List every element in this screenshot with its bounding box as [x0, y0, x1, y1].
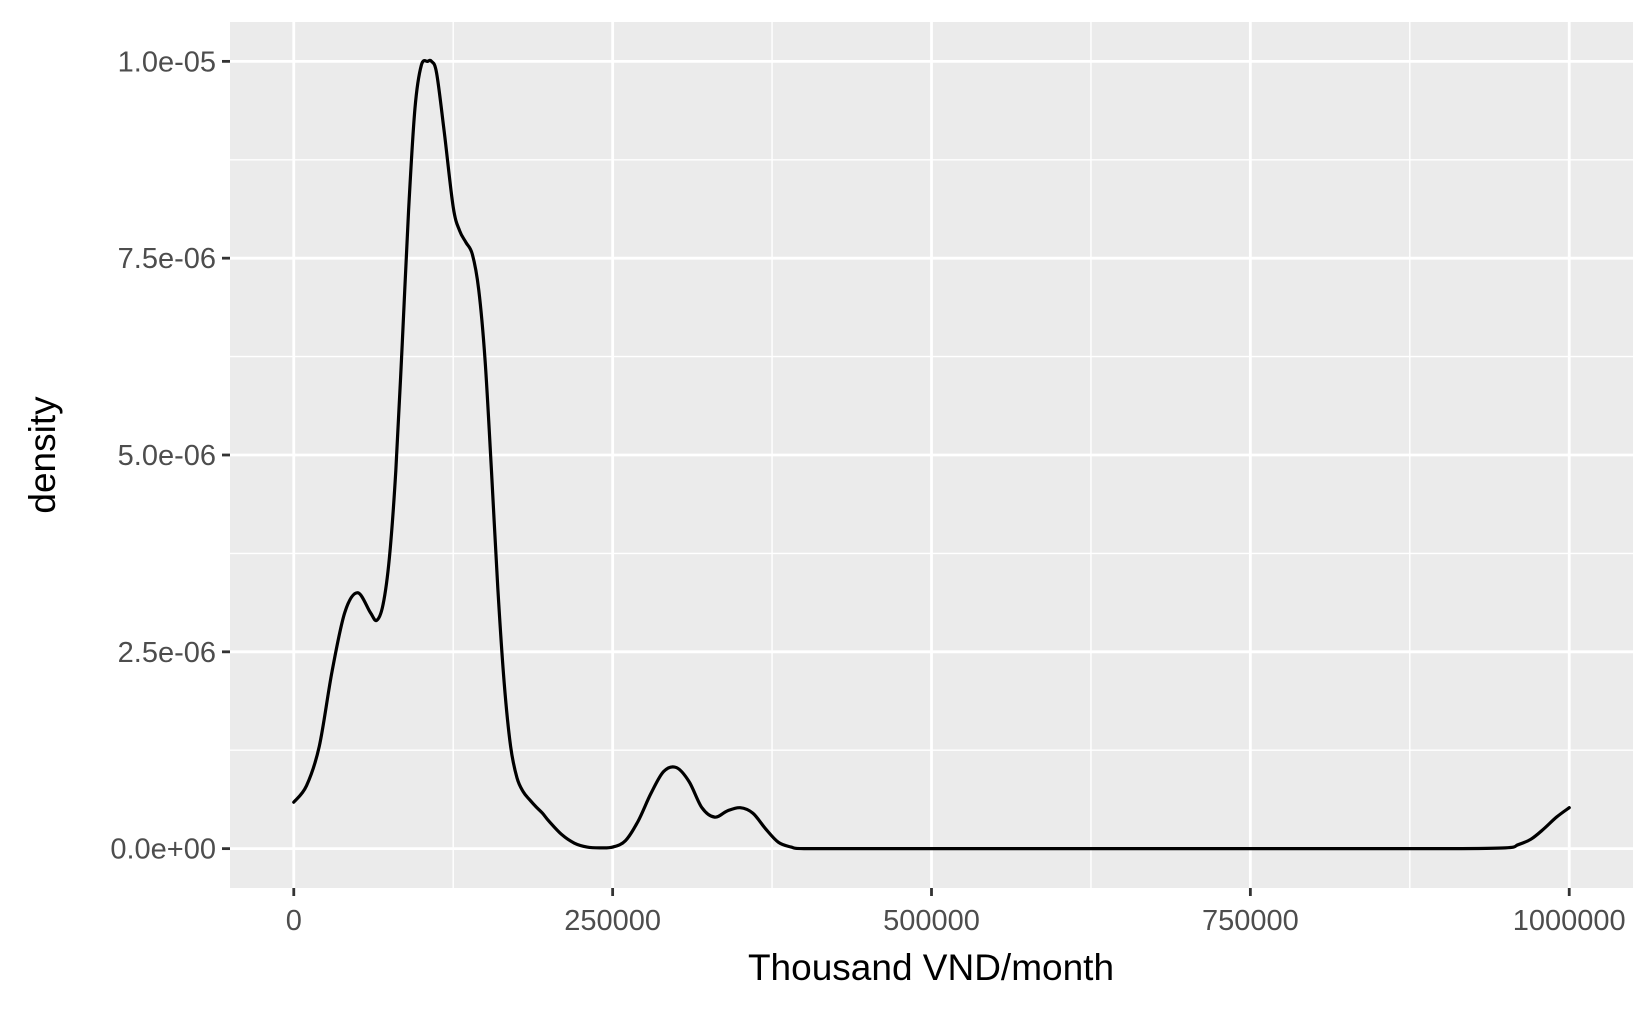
x-tick-label: 1000000	[1513, 905, 1626, 937]
x-tick-label: 250000	[564, 905, 661, 937]
y-axis-title: density	[22, 396, 63, 514]
x-tick-label: 0	[286, 905, 302, 937]
y-tick-label: 0.0e+00	[110, 834, 216, 866]
x-tick-label: 750000	[1202, 905, 1299, 937]
y-tick-label: 2.5e-06	[118, 637, 216, 669]
y-tick-label: 7.5e-06	[118, 243, 216, 275]
y-tick-label: 5.0e-06	[118, 440, 216, 472]
x-axis: 0 250000 500000 750000 1000000	[286, 888, 1626, 937]
x-tick-label: 500000	[883, 905, 980, 937]
y-axis: 0.0e+00 2.5e-06 5.0e-06 7.5e-06 1.0e-05	[110, 46, 230, 866]
density-line	[292, 58, 1571, 851]
x-axis-title: Thousand VND/month	[748, 947, 1114, 988]
y-tick-label: 1.0e-05	[118, 46, 216, 78]
